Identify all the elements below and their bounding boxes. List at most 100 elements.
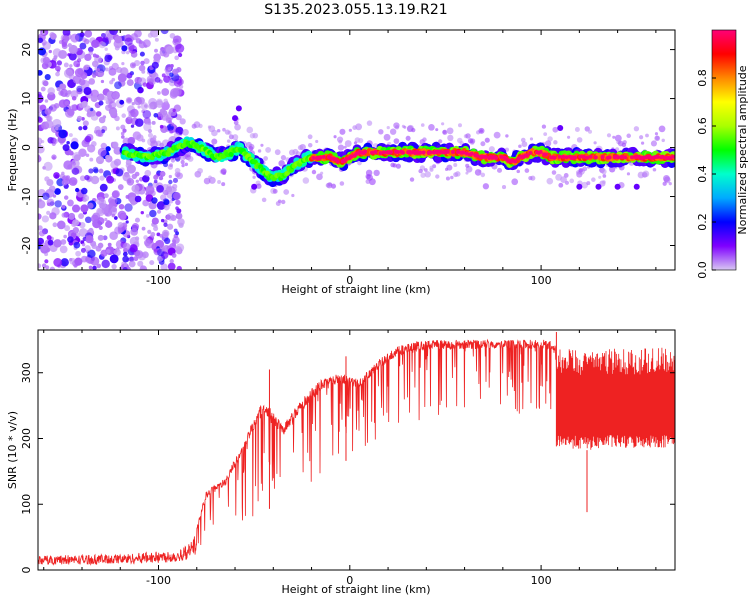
spectrogram-cell <box>553 140 558 145</box>
spectrogram-cell <box>292 148 299 155</box>
spectrogram-cell <box>145 214 150 218</box>
spectrogram-cell <box>172 87 182 97</box>
y-tick-label: 200 <box>20 428 33 449</box>
spectrogram-cell <box>543 152 548 157</box>
spectrogram-cell <box>61 171 65 176</box>
spectrogram-cell <box>111 263 117 270</box>
spectrogram-cell <box>557 124 564 131</box>
x-tick-label: 0 <box>346 574 353 587</box>
spectrogram-cell <box>93 168 99 174</box>
spectrogram-cell <box>87 249 96 258</box>
spectrogram-cell <box>626 172 631 176</box>
spectrogram-cells <box>38 30 675 270</box>
spectrogram-cell <box>41 263 47 268</box>
spectrogram-cell <box>584 126 590 132</box>
y-tick-label: 20 <box>20 43 33 57</box>
spectrogram-cell <box>113 216 118 220</box>
spectrogram-cell <box>43 161 53 171</box>
spectrogram-cell <box>128 256 135 262</box>
spectrogram-cell <box>90 214 99 223</box>
spectrogram-cell <box>112 141 119 148</box>
spectrogram-cell <box>207 125 212 129</box>
spectrogram-cell <box>59 83 65 89</box>
spectrogram-cell <box>480 141 486 147</box>
spectrogram-cell <box>84 105 91 112</box>
spectrogram-cell <box>163 98 168 104</box>
spectrogram-cell <box>551 170 557 175</box>
spectrogram-cell <box>151 197 158 204</box>
spectrogram-cell <box>63 62 69 68</box>
spectrogram-cell <box>251 183 258 190</box>
spectrogram-cell <box>111 190 119 199</box>
spectrogram-cell <box>71 204 81 213</box>
spectrogram-frame <box>37 29 676 271</box>
spectrogram-cell <box>576 137 583 143</box>
spectrogram-cell <box>104 54 112 63</box>
spectrogram-cell <box>104 67 109 72</box>
spectrogram-cell <box>84 216 92 224</box>
spectrogram-cell <box>383 133 391 141</box>
spectrogram-cell <box>87 46 94 53</box>
spectrogram-cell <box>320 171 324 175</box>
spectrogram-cell <box>438 139 443 144</box>
spectrogram-cell <box>455 171 461 177</box>
spectrogram-cell <box>393 138 400 145</box>
spectrogram-cell <box>41 215 49 223</box>
spectrogram-cell <box>48 185 56 193</box>
spectrogram-cell <box>637 171 645 179</box>
spectrogram-cell <box>71 167 80 176</box>
spectrogram-cell <box>42 192 50 200</box>
spectrogram-cell <box>645 133 649 138</box>
spectrogram-cell <box>275 201 281 206</box>
spectrogram-cell <box>283 189 290 195</box>
spectrogram-cell <box>442 130 447 134</box>
spectrogram-cell <box>121 62 125 66</box>
spectrogram-cell <box>180 160 185 165</box>
spectrogram-cell <box>616 155 621 160</box>
spectrogram-cell <box>112 92 119 99</box>
x-tick-label: -100 <box>146 574 171 587</box>
spectrogram-cell <box>66 141 70 145</box>
spectrogram-cell <box>483 154 488 159</box>
spectrogram-cell <box>261 197 267 203</box>
spectrogram-cell <box>365 169 373 177</box>
spectrogram-cell <box>447 134 454 142</box>
spectrogram-cell <box>131 223 140 231</box>
spectrogram-cell <box>547 136 553 142</box>
spectrogram-cell <box>595 183 602 190</box>
spectrogram-cell <box>662 175 670 182</box>
spectrogram-cell <box>160 263 168 270</box>
spectrogram-cell <box>115 126 120 131</box>
spectrogram-cell <box>482 183 490 190</box>
spectrogram-cell <box>203 177 211 185</box>
spectrogram-cell <box>99 183 108 192</box>
y-tick-label: -20 <box>20 237 33 255</box>
spectrogram-cell <box>109 254 119 264</box>
spectrogram-cell <box>56 220 66 230</box>
spectrogram-cell <box>96 68 100 72</box>
spectrogram-cell <box>97 70 105 78</box>
spectrogram-cell <box>567 135 571 139</box>
spectrogram-cell <box>82 125 88 131</box>
spectrogram-cell <box>60 258 69 267</box>
spectrogram-cell <box>133 113 137 118</box>
spectrogram-cell <box>446 164 453 171</box>
spectrogram-cell <box>626 133 631 139</box>
spectrogram-cell <box>88 227 94 233</box>
colorbar: 0.0 0.2 0.4 0.6 0.8 Normalized spectral ampl… <box>696 29 749 279</box>
spectrogram-cell <box>47 87 55 95</box>
spectrogram-cell <box>142 82 147 87</box>
spectrogram-cell <box>70 33 80 43</box>
spectrogram-cell <box>274 149 281 156</box>
spectrogram-cell <box>366 120 373 126</box>
spectrogram-cell <box>493 156 498 161</box>
spectrogram-cell <box>480 172 486 178</box>
spectrogram-cell <box>115 168 124 177</box>
spectrogram-cell <box>528 176 533 181</box>
spectrogram-cell <box>62 30 71 37</box>
spectrogram-cell <box>91 72 97 78</box>
spectrogram-cell <box>102 115 107 119</box>
spectrogram-cell <box>113 248 121 257</box>
spectrogram-cell <box>581 154 586 159</box>
spectrogram-cell <box>134 195 142 203</box>
